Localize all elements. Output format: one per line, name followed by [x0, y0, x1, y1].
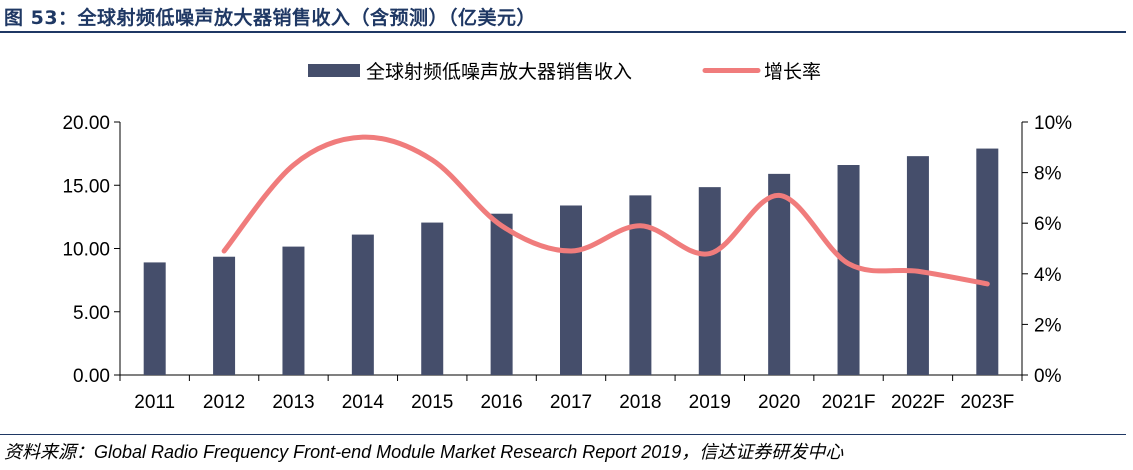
x-tick-label: 2017	[550, 392, 592, 413]
figure-title: 图 53：全球射频低噪声放大器销售收入（含预测）（亿美元）	[4, 7, 537, 29]
left-tick-label: 5.00	[73, 303, 110, 324]
bars	[143, 148, 999, 375]
right-tick-label: 8%	[1034, 164, 1062, 185]
x-tick-label: 2013	[272, 392, 314, 413]
bar-2012	[213, 256, 236, 375]
bar-2021F	[837, 165, 860, 375]
bar-2014	[351, 234, 374, 375]
x-tick-label: 2020	[758, 392, 800, 413]
left-tick-label: 20.00	[62, 113, 110, 134]
legend-line-label: 增长率	[764, 61, 821, 83]
bar-2017	[560, 205, 582, 375]
right-tick-label: 0%	[1034, 366, 1062, 387]
x-tick-label: 2012	[203, 392, 245, 413]
legend-bar-swatch	[308, 64, 360, 77]
x-tick-label: 2011	[134, 392, 175, 413]
bar-2019	[698, 187, 721, 375]
left-tick-label: 10.00	[62, 240, 110, 261]
x-tick-label: 2021F	[822, 392, 876, 413]
x-tick-label: 2022F	[891, 392, 945, 413]
legend-bar-label: 全球射频低噪声放大器销售收入	[366, 61, 632, 83]
right-tick-label: 4%	[1034, 265, 1062, 286]
bar-2015	[421, 222, 444, 375]
x-tick-label: 2018	[619, 392, 661, 413]
bar-2023F	[976, 148, 999, 375]
legend: 全球射频低噪声放大器销售收入 增长率	[308, 61, 821, 83]
x-tick-label: 2015	[411, 392, 453, 413]
source-note: 资料来源：Global Radio Frequency Front-end Mo…	[4, 442, 844, 462]
source-rule	[0, 434, 1126, 435]
right-tick-label: 6%	[1034, 214, 1062, 235]
bar-2022F	[906, 156, 929, 375]
bar-2013	[282, 246, 305, 375]
left-tick-label: 15.00	[62, 176, 110, 197]
bar-2018	[629, 195, 652, 375]
x-tick-label: 2023F	[960, 392, 1014, 413]
bar-2011	[143, 262, 166, 375]
bar-2020	[768, 173, 791, 375]
tick-labels: 0.00 5.00 10.00 15.00 20.00 0% 2% 4% 6% 8% 10% 2011…	[62, 113, 1072, 413]
left-tick-label: 0.00	[73, 366, 110, 387]
growth-line-layer	[221, 134, 990, 287]
growth-rate-line	[221, 134, 990, 287]
title-rule	[0, 31, 1126, 33]
x-tick-label: 2016	[480, 392, 522, 413]
x-tick-label: 2019	[689, 392, 731, 413]
bar-2016	[490, 213, 513, 375]
right-tick-label: 10%	[1034, 113, 1072, 134]
x-tick-label: 2014	[342, 392, 385, 413]
right-tick-label: 2%	[1034, 315, 1062, 336]
